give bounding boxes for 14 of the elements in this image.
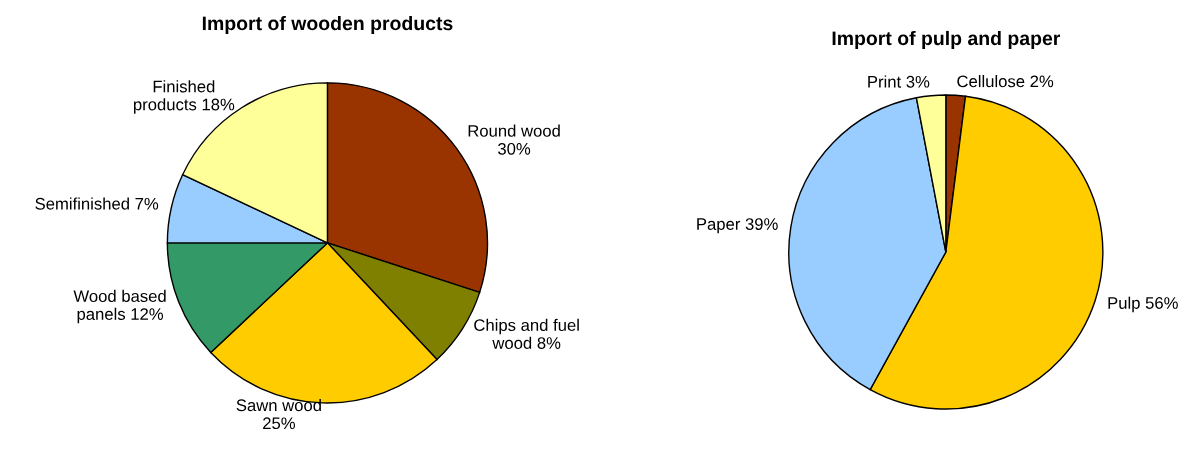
- slice-label: Cellulose 2%: [957, 75, 1054, 88]
- data-label: 30%: [498, 142, 531, 155]
- slice-label: Sawn wood: [236, 398, 321, 412]
- slice-label: Wood based panels 12%: [73, 289, 166, 324]
- slice-label: Print 3%: [868, 75, 930, 88]
- slice-label: Pulp 56%: [1108, 296, 1178, 313]
- slice-label: Finished products 18%: [133, 80, 235, 114]
- data-label: 25%: [263, 417, 296, 430]
- slice-label: Semifinished 7%: [35, 197, 159, 210]
- chart-title: Import of wooden products: [202, 15, 453, 35]
- slice-label: Chips and fuel wood 8%: [474, 318, 579, 349]
- slice-label: Paper 39%: [697, 218, 778, 234]
- slice-label: Round wood: [468, 124, 560, 137]
- chart-title: Import of pulp and paper: [832, 30, 1061, 50]
